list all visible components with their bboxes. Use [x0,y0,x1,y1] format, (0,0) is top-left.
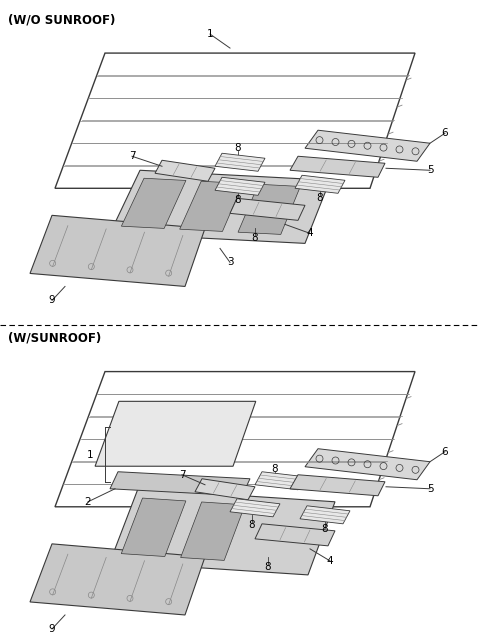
Text: 9: 9 [48,624,55,634]
Text: (W/O SUNROOF): (W/O SUNROOF) [8,13,115,26]
Polygon shape [255,524,335,546]
Polygon shape [290,475,385,496]
Text: 4: 4 [307,229,313,238]
Text: 8: 8 [235,196,241,205]
Polygon shape [305,448,430,480]
Text: 9: 9 [48,296,55,306]
Text: 1: 1 [207,29,213,39]
Text: 8: 8 [322,524,328,534]
Text: 2: 2 [84,497,91,507]
Polygon shape [238,184,300,234]
Polygon shape [55,371,415,507]
Polygon shape [255,472,305,490]
Polygon shape [30,215,205,287]
Text: 7: 7 [129,151,135,161]
Text: (W/SUNROOF): (W/SUNROOF) [8,331,101,345]
Text: 5: 5 [427,483,433,494]
Text: 6: 6 [442,447,448,457]
Polygon shape [30,544,205,615]
Polygon shape [110,489,335,575]
Polygon shape [230,198,305,220]
Text: 6: 6 [442,128,448,138]
Text: 4: 4 [327,556,333,566]
Text: 8: 8 [249,520,255,530]
Text: 7: 7 [179,469,185,480]
Polygon shape [110,170,330,243]
Polygon shape [230,499,280,517]
Polygon shape [180,502,245,561]
Polygon shape [215,177,265,196]
Text: 8: 8 [317,193,324,203]
Polygon shape [180,182,243,231]
Text: 3: 3 [227,257,233,268]
Text: 1: 1 [87,450,93,460]
Polygon shape [290,156,385,177]
Text: 8: 8 [235,143,241,154]
Polygon shape [95,401,256,466]
Polygon shape [195,479,255,500]
Polygon shape [55,53,415,189]
Polygon shape [295,175,345,193]
Text: 8: 8 [264,562,271,572]
Text: 5: 5 [427,165,433,175]
Polygon shape [121,178,186,229]
Polygon shape [305,130,430,161]
Text: 8: 8 [252,233,258,243]
Polygon shape [110,472,250,496]
Text: 8: 8 [272,464,278,474]
Polygon shape [155,161,215,182]
Polygon shape [300,506,350,524]
Polygon shape [121,498,186,557]
Polygon shape [215,154,265,171]
